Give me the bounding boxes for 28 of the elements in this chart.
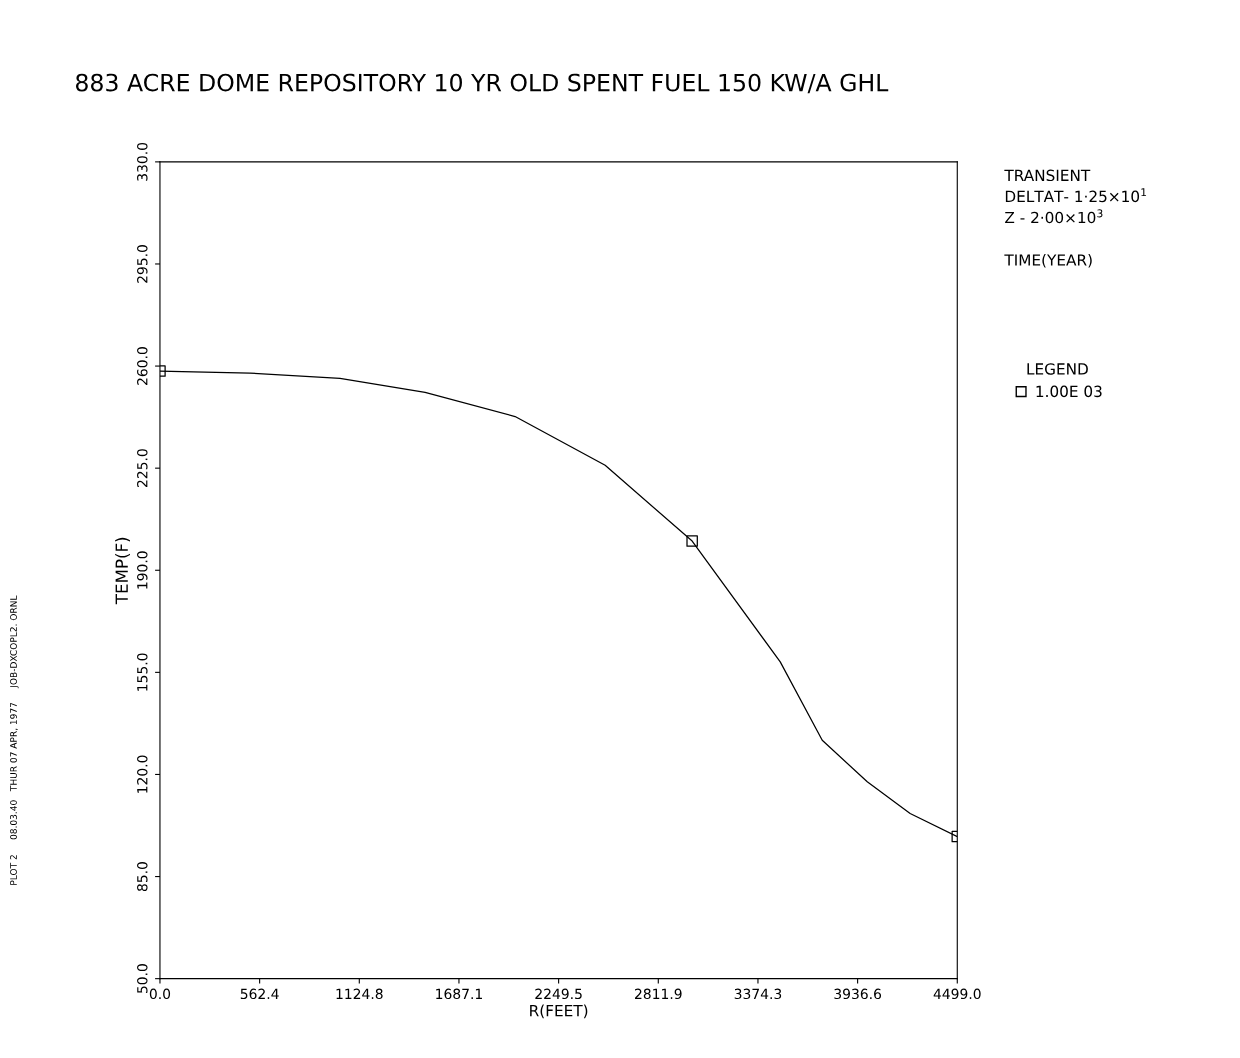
text: Z - 2·00×10$^{3}$ [1005, 209, 1103, 224]
x-tick-label: 3936.6 [834, 988, 882, 1000]
legend-title: LEGEND [1027, 363, 1088, 375]
text: DELTAT- 1·25×10$^{1}$ [1005, 188, 1147, 203]
y-tick-label: 295.0 [137, 245, 148, 283]
x-tick-label: 2249.5 [535, 988, 582, 1000]
y-tick-label: 330.0 [137, 142, 148, 181]
x-tick-label: 2811.9 [635, 988, 682, 1000]
x-tick-label: 562.4 [240, 988, 279, 1000]
text: PLOT 2 08.03.40 THUR 07 APR, 1977 JOB-DXCOPL2. ORNL [10, 595, 19, 885]
y-tick-label: 85.0 [137, 862, 148, 892]
x-tick-label: 4499.0 [933, 988, 981, 1000]
y-tick-label: 225.0 [137, 449, 148, 488]
y-tick-label: 155.0 [137, 653, 148, 691]
y-tick-label: 120.0 [137, 755, 148, 793]
y-tick-label: 190.0 [137, 551, 148, 589]
y-tick-label: 260.0 [137, 347, 148, 385]
chart-title: 883 ACRE DOME REPOSITORY 10 YR OLD SPENT FUEL 150 KW/A GHL [76, 73, 889, 94]
legend-label: 1.00E 03 [1036, 385, 1102, 398]
text: TIME(YEAR) [1004, 253, 1092, 268]
x-tick-label: 3374.3 [734, 988, 782, 1000]
y-tick-label: 50.0 [137, 964, 148, 994]
text: TRANSIENT [1004, 169, 1091, 182]
x-tick-label: 1124.8 [336, 988, 383, 1000]
x-tick-label: 0.0 [149, 988, 171, 1000]
x-axis-title: R(FEET) [530, 1004, 588, 1019]
x-tick-label: 1687.1 [436, 988, 482, 1000]
y-axis-title: TEMP(F) [115, 537, 130, 605]
